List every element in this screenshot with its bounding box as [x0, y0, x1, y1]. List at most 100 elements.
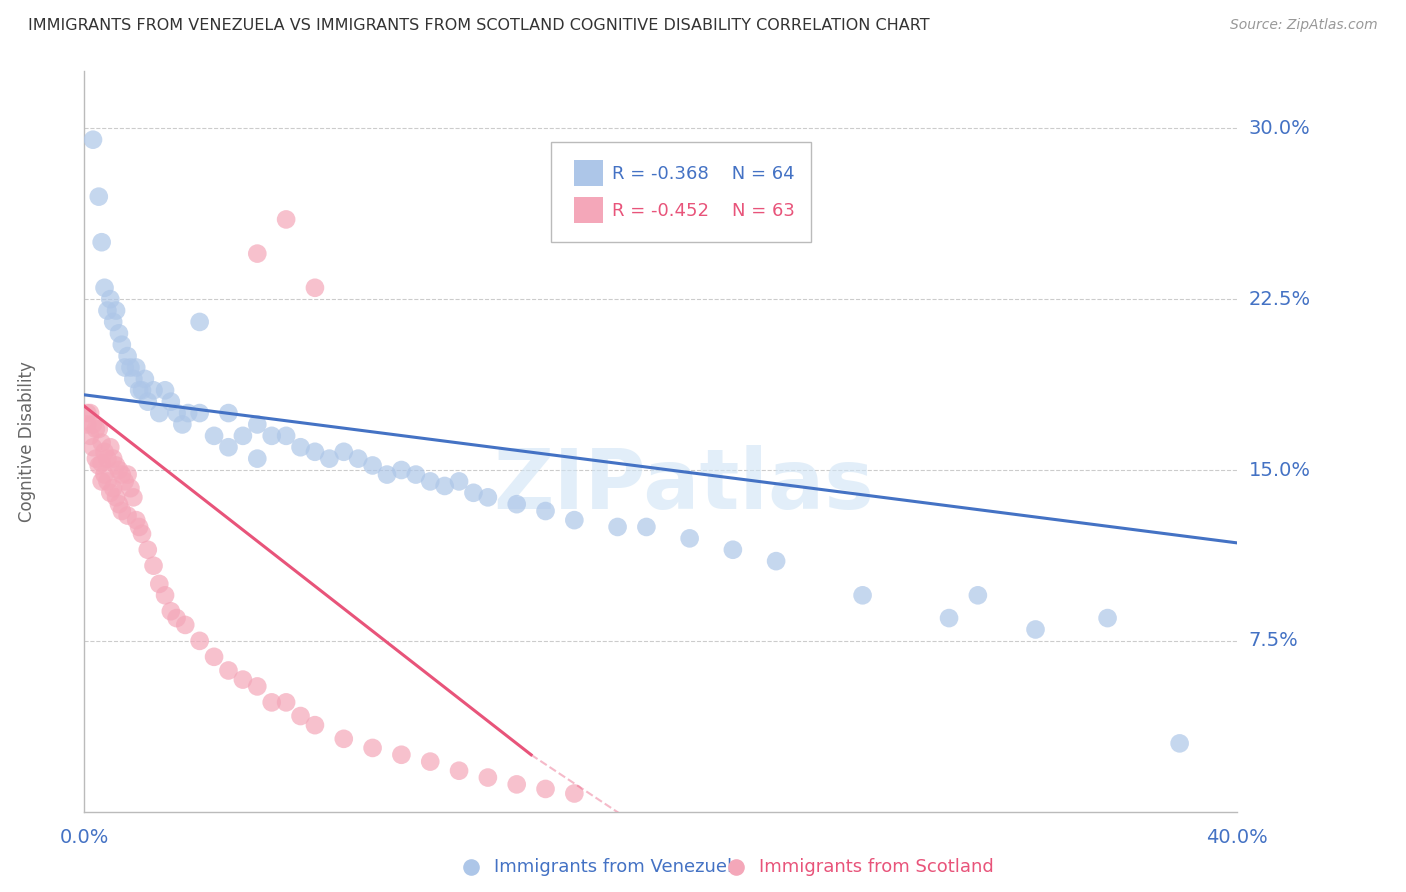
Point — [477, 771, 499, 785]
Point — [76, 406, 98, 420]
Point — [108, 463, 131, 477]
Point — [433, 479, 456, 493]
Point — [405, 467, 427, 482]
Point — [125, 360, 148, 375]
Point — [96, 303, 118, 318]
Point — [375, 467, 398, 482]
Text: Cognitive Disability: Cognitive Disability — [18, 361, 35, 522]
Point — [82, 440, 104, 454]
Point — [82, 133, 104, 147]
Point — [117, 467, 139, 482]
Point — [938, 611, 960, 625]
Point — [361, 458, 384, 473]
FancyBboxPatch shape — [575, 197, 603, 223]
Text: 7.5%: 7.5% — [1249, 632, 1298, 650]
Point — [260, 695, 283, 709]
Point — [122, 372, 145, 386]
Point — [98, 440, 121, 454]
Point — [79, 429, 101, 443]
Point — [105, 491, 128, 505]
Point — [333, 731, 356, 746]
Point — [122, 491, 145, 505]
Point — [93, 281, 115, 295]
Point — [391, 463, 413, 477]
Point — [477, 491, 499, 505]
Point — [188, 315, 211, 329]
Point — [108, 497, 131, 511]
Point — [246, 451, 269, 466]
Point — [506, 497, 529, 511]
Point — [218, 406, 240, 420]
Point — [148, 577, 170, 591]
Point — [218, 440, 240, 454]
Point — [128, 520, 150, 534]
Point — [153, 384, 176, 398]
Point — [134, 372, 156, 386]
Point — [419, 755, 441, 769]
Point — [96, 451, 118, 466]
Point — [304, 444, 326, 458]
Point — [564, 513, 586, 527]
Point — [177, 406, 200, 420]
Text: 30.0%: 30.0% — [1249, 119, 1310, 137]
Point — [142, 558, 165, 573]
Text: Source: ZipAtlas.com: Source: ZipAtlas.com — [1230, 18, 1378, 32]
Point — [765, 554, 787, 568]
Point — [82, 417, 104, 432]
Point — [449, 475, 471, 489]
Point — [160, 394, 183, 409]
Point — [232, 429, 254, 443]
FancyBboxPatch shape — [551, 142, 811, 242]
Point — [304, 281, 326, 295]
Point — [1097, 611, 1119, 625]
Point — [142, 384, 165, 398]
Point — [90, 235, 112, 250]
Point — [1025, 623, 1047, 637]
Point — [76, 417, 98, 432]
Point — [172, 417, 194, 432]
Point — [111, 467, 134, 482]
Text: 15.0%: 15.0% — [1249, 460, 1310, 480]
FancyBboxPatch shape — [575, 161, 603, 186]
Point — [304, 718, 326, 732]
Point — [276, 429, 298, 443]
Point — [852, 588, 875, 602]
Point — [202, 429, 225, 443]
Point — [202, 649, 225, 664]
Point — [636, 520, 658, 534]
Point — [260, 429, 283, 443]
Point — [534, 504, 557, 518]
Point — [246, 417, 269, 432]
Point — [463, 485, 485, 500]
Point — [98, 485, 121, 500]
Point — [93, 467, 115, 482]
Point — [534, 781, 557, 796]
Text: ZIPatlas: ZIPatlas — [494, 445, 875, 526]
Text: R = -0.452    N = 63: R = -0.452 N = 63 — [613, 202, 796, 219]
Text: IMMIGRANTS FROM VENEZUELA VS IMMIGRANTS FROM SCOTLAND COGNITIVE DISABILITY CORRE: IMMIGRANTS FROM VENEZUELA VS IMMIGRANTS … — [28, 18, 929, 33]
Point — [117, 349, 139, 363]
Point — [90, 475, 112, 489]
Point — [276, 695, 298, 709]
Point — [721, 542, 744, 557]
Point — [246, 680, 269, 694]
Point — [98, 292, 121, 306]
Point — [333, 444, 356, 458]
Point — [87, 422, 110, 436]
Text: 40.0%: 40.0% — [1206, 829, 1268, 847]
Point — [188, 406, 211, 420]
Point — [90, 456, 112, 470]
Point — [148, 406, 170, 420]
Point — [606, 520, 628, 534]
Point — [84, 422, 107, 436]
Point — [79, 406, 101, 420]
Point — [166, 611, 188, 625]
Point — [105, 458, 128, 473]
Point — [361, 740, 384, 755]
Point — [449, 764, 471, 778]
Point — [218, 664, 240, 678]
Text: 0.0%: 0.0% — [59, 829, 110, 847]
Point — [103, 451, 124, 466]
Point — [188, 633, 211, 648]
Point — [117, 508, 139, 523]
